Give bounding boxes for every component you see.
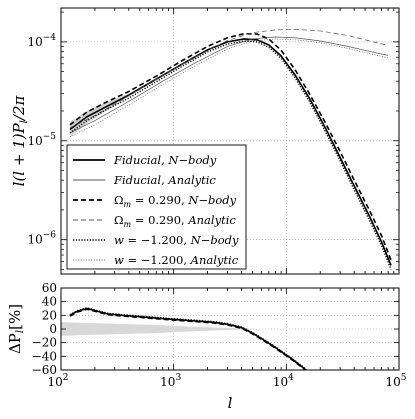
bottom-xtick-label-2: 104 xyxy=(273,373,294,389)
top-ytick-label-1: 10−5 xyxy=(27,132,56,148)
bottom-ylabel: ΔPl[%] xyxy=(6,304,26,354)
bottom-ytick-label-4: 20 xyxy=(42,308,57,322)
top-series-line-1 xyxy=(69,36,389,134)
legend-label-2: Ωm = 0.290, N−body xyxy=(114,193,237,209)
legend: Fiducial, N−body Fiducial, Analytic Ωm = 0… xyxy=(66,144,247,270)
bottom-error-band-area xyxy=(61,322,242,336)
bottom-xtick-label-3: 105 xyxy=(385,373,406,389)
top-series-line-2 xyxy=(69,32,392,261)
bottom-series-line-2 xyxy=(69,308,307,370)
top-series-group xyxy=(69,28,392,270)
bottom-series-line-1 xyxy=(69,307,307,370)
top-panel: 10−6 10−5 10−4 l(l + 1)Pl/2π Fiducial, N−b… xyxy=(10,7,400,275)
legend-label-0: Fiducial, N−body xyxy=(113,153,217,167)
bottom-ytick-label-0: −60 xyxy=(32,363,57,377)
legend-label-3: Ωm = 0.290, Analytic xyxy=(114,213,236,229)
bottom-ylabel-sub: l xyxy=(15,330,26,333)
bottom-ytick-label-1: −40 xyxy=(32,349,57,363)
bottom-xtick-label-1: 103 xyxy=(160,373,181,389)
legend-label-4: w = −1.200, N−body xyxy=(114,233,239,247)
bottom-ytick-label-6: 60 xyxy=(42,281,57,295)
top-ytick-label-2: 10−4 xyxy=(27,33,56,49)
bottom-ytick-label-2: −20 xyxy=(32,336,57,350)
top-ytick-label-0: 10−6 xyxy=(27,231,56,247)
legend-label-1: Fiducial, Analytic xyxy=(113,173,216,187)
top-series-line-4 xyxy=(69,40,392,270)
top-series-line-3 xyxy=(69,28,389,129)
top-ylabel: l(l + 1)Pl/2π xyxy=(10,95,30,187)
bottom-ytick-label-3: 0 xyxy=(49,322,57,336)
top-series-line-5 xyxy=(69,38,389,138)
bottom-series-line-0 xyxy=(69,307,307,370)
legend-label-5: w = −1.200, Analytic xyxy=(114,253,239,267)
bottom-error-band xyxy=(61,322,242,336)
bottom-xtick-label-0: 102 xyxy=(47,373,68,389)
top-series-line-0 xyxy=(69,38,392,266)
bottom-series-group xyxy=(69,307,307,370)
top-ylabel-sub: l xyxy=(19,120,30,123)
bottom-xlabel: l xyxy=(228,394,233,412)
legend-box xyxy=(66,144,247,270)
top-ticks: 10−6 10−5 10−4 xyxy=(27,8,399,274)
bottom-ytick-label-5: 40 xyxy=(42,295,57,309)
